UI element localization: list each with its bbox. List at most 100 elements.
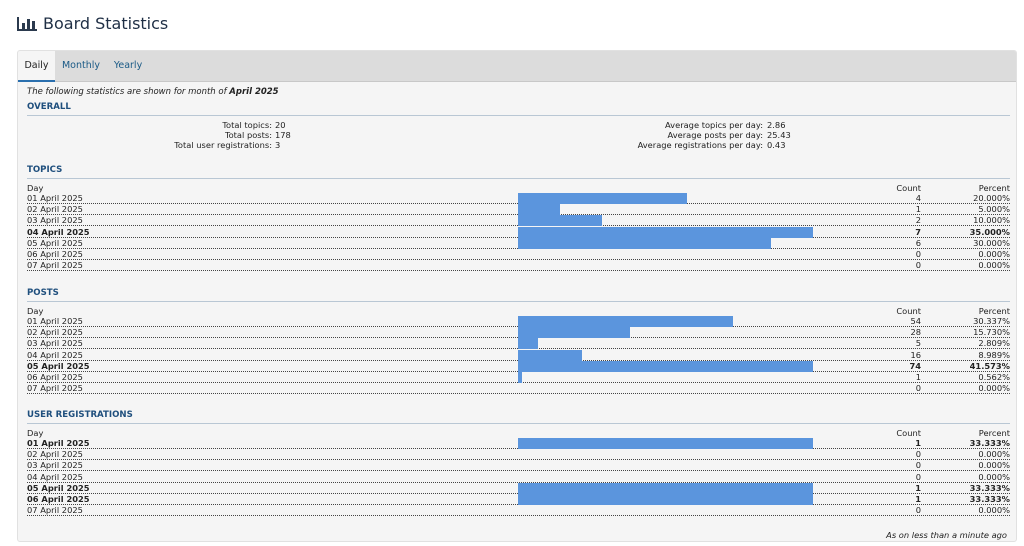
row-day: 01 April 2025	[27, 316, 83, 326]
row-count: 0	[915, 471, 921, 482]
table-row: 04 April 2025 0 0.000%	[27, 472, 1010, 483]
row-percent: 15.730%	[973, 327, 1010, 338]
section-title-posts: POSTS	[27, 288, 59, 298]
row-count: 7	[915, 226, 921, 237]
overall-avg-posts: Average posts per day: 25.43	[18, 130, 1016, 141]
table-row: 03 April 2025 0 0.000%	[27, 460, 1010, 472]
row-percent: 41.573%	[969, 360, 1010, 371]
bar-chart-icon	[17, 17, 37, 31]
statistics-panel: Daily Monthly Yearly The following stati…	[17, 50, 1017, 542]
row-count: 0	[915, 249, 921, 259]
row-count: 2	[915, 215, 921, 226]
overall-value: 20	[275, 120, 286, 130]
row-count: 1	[915, 438, 921, 448]
column-header-count: Count	[896, 306, 921, 316]
row-percent: 0.000%	[978, 505, 1010, 516]
table-row: 06 April 2025 1 33.333%	[27, 494, 1010, 505]
column-header-percent: Percent	[978, 183, 1010, 193]
row-bar	[518, 327, 630, 339]
overall-title: OVERALL	[27, 102, 71, 112]
overall-divider	[27, 115, 1010, 116]
row-percent: 33.333%	[969, 438, 1010, 448]
overall-value: 178	[275, 130, 291, 140]
row-count: 1	[915, 494, 921, 504]
row-count: 1	[915, 204, 921, 215]
row-percent: 35.000%	[969, 226, 1010, 237]
table-row: 05 April 2025 74 41.573%	[27, 360, 1010, 372]
row-bar	[518, 372, 522, 383]
row-day: 03 April 2025	[27, 460, 83, 471]
row-percent: 5.000%	[978, 204, 1010, 215]
row-count: 54	[910, 316, 921, 326]
row-count: 0	[915, 260, 921, 271]
row-day: 04 April 2025	[27, 349, 83, 360]
row-day: 02 April 2025	[27, 204, 83, 215]
row-percent: 0.000%	[978, 383, 1010, 394]
overall-avg-registrations: Average registrations per day: 0.43	[18, 140, 1016, 151]
stats-table-header: Day Count Percent	[27, 183, 1010, 193]
row-percent: 0.000%	[978, 471, 1010, 482]
section-divider	[27, 178, 1010, 179]
intro-period: April 2025	[229, 87, 279, 97]
row-percent: 0.562%	[978, 372, 1010, 382]
stats-table-header: Day Count Percent	[27, 428, 1010, 438]
table-row: 03 April 2025 5 2.809%	[27, 338, 1010, 350]
tab-bar: Daily Monthly Yearly	[18, 51, 1016, 82]
row-count: 0	[915, 460, 921, 471]
row-bar	[518, 215, 602, 227]
row-count: 6	[915, 237, 921, 248]
row-day: 06 April 2025	[27, 372, 83, 382]
overall-value: 3	[275, 140, 281, 150]
row-bar	[518, 438, 813, 449]
tab-yearly[interactable]: Yearly	[113, 60, 143, 71]
row-count: 1	[915, 482, 921, 493]
table-row: 07 April 2025 0 0.000%	[27, 260, 1010, 272]
column-header-day: Day	[27, 428, 44, 438]
row-count: 1	[915, 372, 921, 382]
row-day: 05 April 2025	[27, 482, 90, 493]
row-count: 0	[915, 383, 921, 394]
row-percent: 10.000%	[973, 215, 1010, 226]
row-day: 05 April 2025	[27, 360, 90, 371]
table-row: 04 April 2025 7 35.000%	[27, 226, 1010, 238]
row-day: 07 April 2025	[27, 383, 83, 394]
overall-label: Total user registrations:	[174, 140, 272, 150]
row-count: 28	[910, 327, 921, 338]
overall-label: Average posts per day:	[667, 130, 763, 140]
row-bar	[518, 237, 771, 249]
table-row: 02 April 2025 0 0.000%	[27, 449, 1010, 461]
overall-total-registrations: Total user registrations: 3	[18, 140, 1016, 151]
table-row: 06 April 2025 1 0.562%	[27, 372, 1010, 383]
row-bar	[518, 338, 538, 350]
row-count: 16	[910, 349, 921, 360]
section-title-topics: TOPICS	[27, 165, 63, 175]
tab-monthly[interactable]: Monthly	[61, 60, 101, 71]
row-day: 03 April 2025	[27, 338, 83, 349]
row-bar	[518, 360, 813, 372]
tab-daily[interactable]: Daily	[18, 51, 55, 82]
overall-value: 2.86	[767, 120, 786, 130]
row-day: 01 April 2025	[27, 438, 90, 448]
row-day: 02 April 2025	[27, 327, 83, 338]
last-updated-note: As on less than a minute ago	[886, 530, 1007, 540]
table-row: 06 April 2025 0 0.000%	[27, 249, 1010, 260]
table-row: 07 April 2025 0 0.000%	[27, 383, 1010, 395]
overall-label: Total topics:	[222, 120, 272, 130]
row-count: 4	[915, 193, 921, 203]
intro-text: The following statistics are shown for m…	[27, 87, 279, 97]
row-count: 5	[915, 338, 921, 349]
row-percent: 20.000%	[973, 193, 1010, 203]
section-divider	[27, 301, 1010, 302]
row-bar	[518, 204, 560, 216]
row-percent: 30.337%	[973, 316, 1010, 326]
row-day: 01 April 2025	[27, 193, 83, 203]
column-header-percent: Percent	[978, 428, 1010, 438]
row-percent: 8.989%	[978, 349, 1010, 360]
overall-avg-topics: Average topics per day: 2.86	[18, 120, 1016, 131]
overall-total-topics: Total topics: 20	[18, 120, 1016, 131]
row-count: 74	[909, 360, 921, 371]
overall-value: 25.43	[767, 130, 791, 140]
row-day: 02 April 2025	[27, 449, 83, 460]
table-row: 04 April 2025 16 8.989%	[27, 349, 1010, 361]
row-day: 03 April 2025	[27, 215, 83, 226]
